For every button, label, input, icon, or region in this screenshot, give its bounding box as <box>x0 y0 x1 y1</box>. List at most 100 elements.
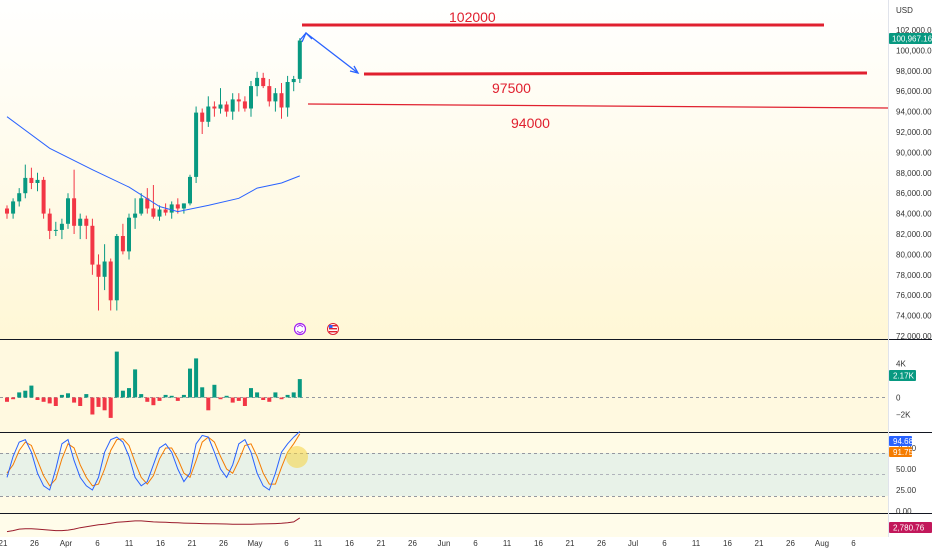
volume-bar <box>218 397 223 400</box>
candle-body <box>84 218 89 226</box>
price-axis-bg <box>888 0 932 550</box>
time-axis-bg <box>0 537 888 550</box>
volume-series <box>5 351 302 418</box>
price-tick-label: 72,000.00 <box>896 332 932 341</box>
volume-bar <box>127 388 131 398</box>
stoch-tick-label: 0.00 <box>896 507 912 516</box>
time-tick-label: 16 <box>345 539 354 548</box>
candle-body <box>151 208 156 217</box>
stoch-highlight-circle <box>286 446 308 468</box>
bottom-indicator-line <box>6 517 301 533</box>
candle-body <box>206 106 211 122</box>
price-tick-label: 86,000.00 <box>896 189 932 198</box>
candle-body <box>218 104 223 109</box>
volume-bar <box>175 397 180 401</box>
candle-body <box>23 177 28 194</box>
stoch-k-badge: 94.68 <box>889 436 914 446</box>
candle-body <box>102 261 107 277</box>
time-tick-label: 16 <box>156 539 165 548</box>
level-label-102000[interactable]: 102000 <box>449 9 496 25</box>
volume-bar <box>230 397 235 403</box>
candlestick-series <box>5 38 302 311</box>
time-tick-label: 21 <box>0 539 8 548</box>
price-axis: 102,000.00 100,000.00 98,000.00 96,000.00 94… <box>896 26 932 341</box>
price-tick-label: 78,000.00 <box>896 271 932 280</box>
bottom-badge: 2,780.76 <box>889 522 932 533</box>
candle-body <box>17 193 22 202</box>
time-tick-label: 21 <box>377 539 386 548</box>
time-tick-label: Aug <box>815 539 829 548</box>
candle-body <box>53 229 58 231</box>
time-axis: 21 26 Apr 6 11 16 21 26 May 6 11 16 21 26 Jun 6 11 16 21 26… <box>0 539 856 548</box>
svg-text:2.17K: 2.17K <box>893 372 915 381</box>
stoch-tick-label: 25.00 <box>896 486 917 495</box>
volume-bar <box>41 397 46 402</box>
volume-bar <box>212 384 217 398</box>
candle-body <box>139 198 144 214</box>
price-tick-label: 76,000.00 <box>896 291 932 300</box>
time-tick-label: 6 <box>284 539 289 548</box>
flag-us-icon[interactable] <box>327 323 339 335</box>
level-label-94000[interactable]: 94000 <box>511 115 550 131</box>
volume-bar <box>90 397 95 415</box>
volume-bar <box>279 397 284 400</box>
volume-bar <box>255 392 260 398</box>
time-tick-label: Apr <box>60 539 73 548</box>
stoch-d-badge: 91.75 <box>889 447 914 457</box>
candle-body <box>108 261 113 301</box>
volume-bar <box>261 397 266 400</box>
time-tick-label: 26 <box>219 539 228 548</box>
candle-body <box>255 77 260 87</box>
volume-bar <box>249 388 253 398</box>
volume-bar <box>157 397 162 401</box>
candle-body <box>200 112 205 122</box>
volume-axis: 4K 0 −2K <box>896 360 911 420</box>
volume-bar <box>291 392 296 398</box>
time-tick-label: 6 <box>662 539 667 548</box>
volume-bar <box>236 397 241 401</box>
time-tick-label: 6 <box>95 539 100 548</box>
level-label-97500[interactable]: 97500 <box>492 80 531 96</box>
candle-body <box>163 209 168 213</box>
time-tick-label: 26 <box>30 539 39 548</box>
candle-body <box>242 101 247 109</box>
time-tick-label: 21 <box>755 539 764 548</box>
time-tick-label: 11 <box>125 539 134 548</box>
candle-body <box>35 179 40 183</box>
price-tick-label: 92,000.00 <box>896 128 932 137</box>
volume-badge: 2.17K <box>889 370 916 381</box>
volume-bar <box>297 379 302 398</box>
svg-text:2,780.76: 2,780.76 <box>893 524 925 533</box>
time-tick-label: 26 <box>597 539 606 548</box>
volume-bar <box>267 397 272 402</box>
price-tick-label: 102,000.00 <box>896 26 932 35</box>
time-tick-label: 16 <box>723 539 732 548</box>
volume-bar <box>133 369 138 398</box>
candle-body <box>133 213 138 218</box>
svg-text:91.75: 91.75 <box>893 448 914 457</box>
svg-text:100,967.16: 100,967.16 <box>892 35 932 44</box>
bottom-panel-bg <box>0 514 888 537</box>
candle-body <box>175 204 180 209</box>
projection-arrow[interactable] <box>299 31 360 75</box>
currency-label: USD <box>896 6 913 15</box>
volume-bar <box>169 395 174 398</box>
event-icon-split[interactable] <box>293 322 307 336</box>
candle-body <box>5 208 9 214</box>
price-tick-label: 74,000.00 <box>896 312 932 321</box>
volume-bar <box>53 397 58 406</box>
volume-bar <box>145 397 150 402</box>
candle-body <box>59 223 64 230</box>
candle-body <box>90 225 95 265</box>
price-tick-label: 96,000.00 <box>896 87 932 96</box>
volume-bar <box>181 394 186 398</box>
volume-bar <box>17 392 22 398</box>
level-line-94000[interactable] <box>307 103 889 109</box>
level-line-97500[interactable] <box>363 71 868 76</box>
volume-bar <box>224 395 229 398</box>
volume-bar <box>206 397 211 411</box>
volume-bar <box>139 394 144 398</box>
volume-bar <box>66 393 70 398</box>
volume-bar <box>194 358 199 398</box>
